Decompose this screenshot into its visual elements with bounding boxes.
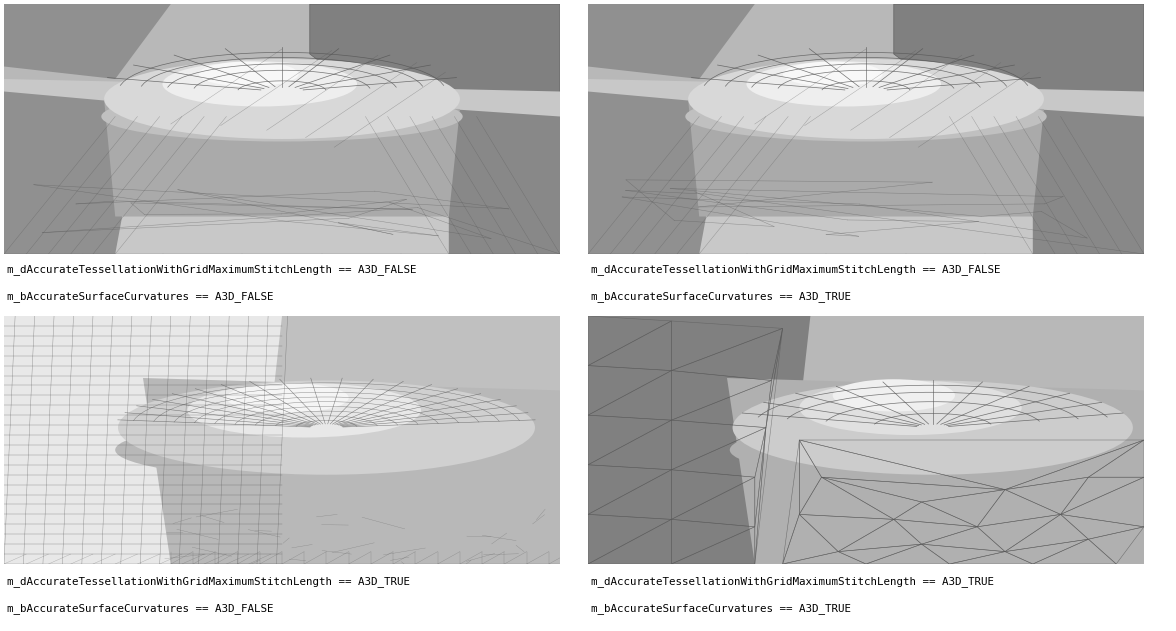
Ellipse shape	[747, 61, 941, 107]
Polygon shape	[4, 316, 282, 564]
Text: m_dAccurateTessellationWithGridMaximumStitchLength == A3D_TRUE: m_dAccurateTessellationWithGridMaximumSt…	[7, 576, 409, 587]
Ellipse shape	[688, 59, 1044, 139]
Text: m_dAccurateTessellationWithGridMaximumStitchLength == A3D_FALSE: m_dAccurateTessellationWithGridMaximumSt…	[7, 264, 416, 275]
Ellipse shape	[733, 380, 1132, 475]
Ellipse shape	[115, 420, 537, 480]
Polygon shape	[4, 4, 171, 79]
Text: m_dAccurateTessellationWithGridMaximumStitchLength == A3D_TRUE: m_dAccurateTessellationWithGridMaximumSt…	[590, 576, 994, 587]
Polygon shape	[588, 4, 755, 79]
Ellipse shape	[105, 59, 460, 139]
Polygon shape	[588, 316, 810, 564]
Text: m_bAccurateSurfaceCurvatures == A3D_TRUE: m_bAccurateSurfaceCurvatures == A3D_TRUE	[590, 603, 850, 614]
Text: m_bAccurateSurfaceCurvatures == A3D_FALSE: m_bAccurateSurfaceCurvatures == A3D_FALS…	[7, 603, 273, 614]
Text: m_dAccurateTessellationWithGridMaximumStitchLength == A3D_FALSE: m_dAccurateTessellationWithGridMaximumSt…	[590, 264, 1001, 275]
Ellipse shape	[800, 380, 1022, 435]
Ellipse shape	[833, 379, 955, 411]
Polygon shape	[894, 4, 1144, 117]
Polygon shape	[449, 109, 560, 254]
Polygon shape	[309, 4, 560, 117]
Polygon shape	[4, 91, 143, 254]
Polygon shape	[588, 79, 1144, 254]
Ellipse shape	[782, 61, 883, 86]
Polygon shape	[4, 79, 560, 254]
Ellipse shape	[199, 61, 299, 86]
Polygon shape	[588, 91, 727, 254]
Polygon shape	[1033, 109, 1144, 254]
Text: m_bAccurateSurfaceCurvatures == A3D_FALSE: m_bAccurateSurfaceCurvatures == A3D_FALS…	[7, 291, 273, 302]
Ellipse shape	[227, 383, 349, 413]
Ellipse shape	[101, 91, 462, 141]
Polygon shape	[727, 378, 1144, 564]
Polygon shape	[105, 99, 460, 216]
Ellipse shape	[730, 420, 1136, 480]
Polygon shape	[143, 378, 560, 564]
Text: m_bAccurateSurfaceCurvatures == A3D_TRUE: m_bAccurateSurfaceCurvatures == A3D_TRUE	[590, 291, 850, 302]
Ellipse shape	[162, 61, 358, 107]
Ellipse shape	[686, 91, 1047, 141]
Polygon shape	[688, 99, 1044, 216]
Ellipse shape	[187, 383, 421, 437]
Ellipse shape	[118, 380, 535, 475]
